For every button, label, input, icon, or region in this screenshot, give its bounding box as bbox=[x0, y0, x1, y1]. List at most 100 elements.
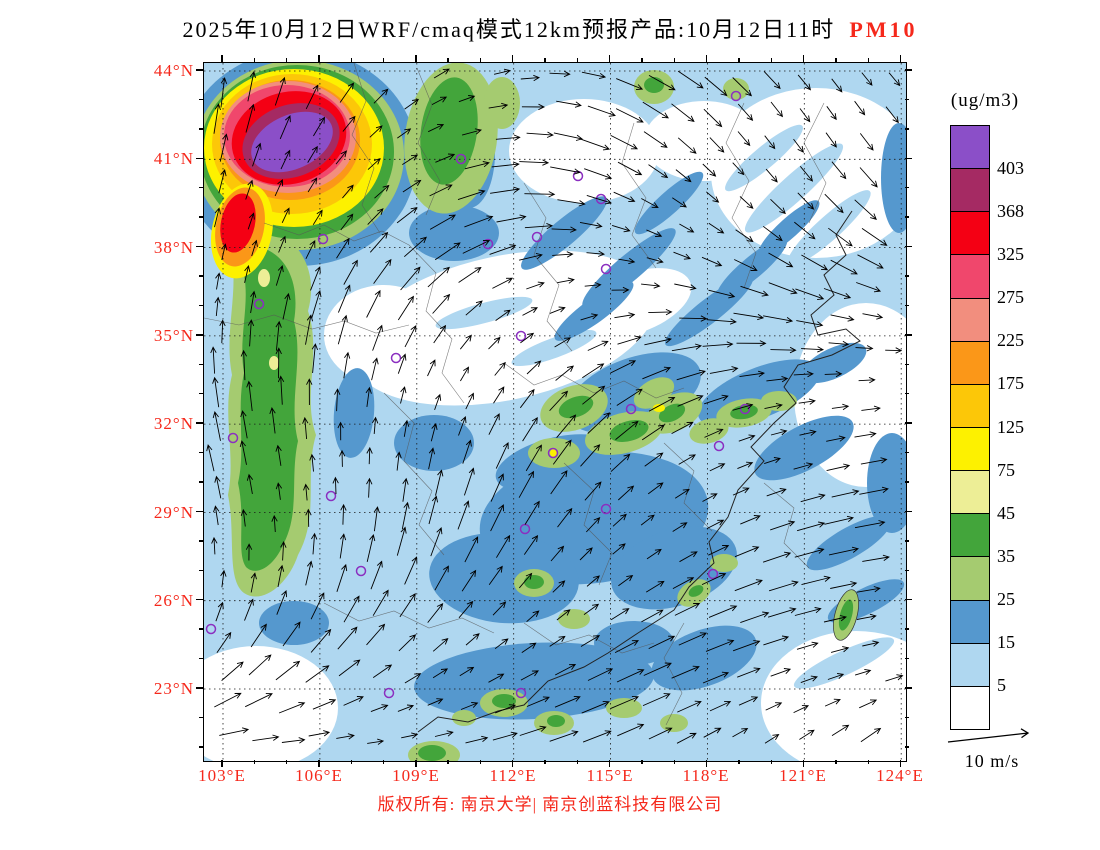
axis-tick bbox=[285, 760, 288, 764]
lon-tick-label: 112°E bbox=[489, 766, 537, 785]
axis-tick bbox=[673, 760, 676, 764]
axis-tick bbox=[905, 451, 909, 454]
axis-tick bbox=[738, 760, 740, 764]
axis-tick bbox=[770, 760, 772, 764]
axis-tick bbox=[905, 334, 912, 336]
axis-tick bbox=[512, 760, 514, 767]
station-marker bbox=[253, 298, 265, 310]
axis-tick bbox=[221, 55, 223, 62]
axis-tick bbox=[199, 746, 203, 748]
title-pollutant: PM10 bbox=[849, 17, 918, 42]
axis-tick bbox=[835, 760, 837, 764]
graticule bbox=[204, 63, 906, 761]
axis-tick bbox=[196, 334, 203, 336]
axis-tick bbox=[905, 245, 912, 248]
axis-tick bbox=[199, 628, 203, 630]
lon-tick-label: 109°E bbox=[392, 766, 440, 785]
axis-tick bbox=[641, 760, 643, 764]
wind-reference-label: 10 m/s bbox=[964, 751, 1020, 771]
colorbar-unit-label: (ug/m3) bbox=[950, 90, 1020, 111]
axis-tick bbox=[905, 304, 909, 307]
wind-reference-legend: 10 m/s bbox=[936, 726, 1048, 772]
axis-tick bbox=[199, 275, 203, 277]
lat-tick-label: 32°N bbox=[153, 414, 194, 433]
colorbar-level-label: 403 bbox=[997, 158, 1024, 179]
axis-tick bbox=[544, 760, 546, 764]
colorbar bbox=[950, 125, 990, 730]
axis-tick bbox=[196, 157, 203, 159]
colorbar-level-label: 45 bbox=[997, 502, 1015, 523]
axis-tick bbox=[199, 451, 203, 454]
axis-tick bbox=[199, 98, 203, 101]
axis-tick bbox=[199, 304, 203, 307]
colorbar-level-label: 275 bbox=[997, 287, 1024, 308]
station-marker bbox=[547, 447, 559, 459]
map-area bbox=[203, 62, 907, 762]
axis-tick bbox=[196, 599, 203, 601]
axis-tick bbox=[199, 569, 203, 571]
axis-tick bbox=[221, 760, 223, 767]
station-marker bbox=[625, 403, 637, 415]
axis-tick bbox=[770, 58, 772, 62]
colorbar-level-label: 225 bbox=[997, 330, 1024, 351]
title-text: 2025年10月12日WRF/cmaq模式12km预报产品:10月12日11时 bbox=[182, 17, 836, 42]
colorbar-cell bbox=[951, 514, 989, 558]
colorbar-level-label: 75 bbox=[997, 459, 1015, 480]
station-marker bbox=[455, 153, 467, 165]
axis-tick bbox=[576, 760, 579, 764]
axis-tick bbox=[905, 216, 909, 218]
axis-tick bbox=[738, 58, 740, 62]
colorbar-cell bbox=[951, 686, 989, 729]
axis-tick bbox=[382, 760, 385, 764]
axis-tick bbox=[479, 58, 482, 62]
axis-tick bbox=[350, 58, 352, 62]
axis-tick bbox=[285, 58, 288, 62]
station-marker bbox=[600, 263, 612, 275]
axis-tick bbox=[415, 55, 417, 62]
colorbar-level-label: 35 bbox=[997, 545, 1015, 566]
pm-hotspot-northwest bbox=[204, 63, 404, 279]
station-marker bbox=[600, 503, 612, 515]
axis-tick bbox=[199, 187, 203, 189]
axis-tick bbox=[905, 540, 909, 542]
lon-tick-label: 115°E bbox=[586, 766, 634, 785]
axis-tick bbox=[905, 687, 912, 689]
station-marker bbox=[595, 193, 607, 205]
page-title: 2025年10月12日WRF/cmaq模式12km预报产品:10月12日11时 P… bbox=[0, 12, 1100, 44]
axis-tick bbox=[196, 422, 203, 424]
lat-tick-label: 41°N bbox=[153, 149, 194, 168]
axis-tick bbox=[905, 599, 912, 601]
wind-vectors bbox=[206, 68, 904, 745]
colorbar-level-label: 25 bbox=[997, 588, 1015, 609]
axis-tick bbox=[318, 55, 320, 62]
station-marker bbox=[739, 403, 751, 415]
axis-tick bbox=[905, 69, 912, 71]
axis-tick bbox=[905, 187, 909, 189]
axis-tick bbox=[609, 760, 611, 767]
station-marker bbox=[531, 231, 543, 243]
station-marker bbox=[515, 330, 527, 342]
lat-tick-label: 26°N bbox=[153, 591, 194, 610]
colorbar-cell bbox=[951, 427, 989, 472]
lon-tick-label: 121°E bbox=[779, 766, 827, 785]
colorbar-level-label: 15 bbox=[997, 631, 1015, 652]
axis-tick bbox=[641, 58, 643, 62]
axis-tick bbox=[199, 393, 203, 395]
axis-tick bbox=[905, 157, 912, 159]
axis-tick bbox=[447, 760, 449, 764]
axis-tick bbox=[447, 58, 449, 62]
axis-tick bbox=[382, 58, 385, 62]
axis-tick bbox=[905, 393, 909, 395]
colorbar-cell bbox=[951, 384, 989, 428]
axis-tick bbox=[905, 569, 909, 571]
lon-tick-label: 118°E bbox=[682, 766, 730, 785]
colorbar-labels: 403 368 325 275 225 175 125 75 45 35 25 15 5 bbox=[997, 125, 1052, 728]
axis-tick bbox=[199, 216, 203, 218]
lat-tick-label: 38°N bbox=[153, 238, 194, 257]
colorbar-cell bbox=[951, 169, 989, 213]
pm-pale-streaks bbox=[435, 124, 895, 689]
axis-tick bbox=[905, 363, 909, 365]
axis-tick bbox=[199, 363, 203, 365]
station-marker bbox=[227, 432, 239, 444]
